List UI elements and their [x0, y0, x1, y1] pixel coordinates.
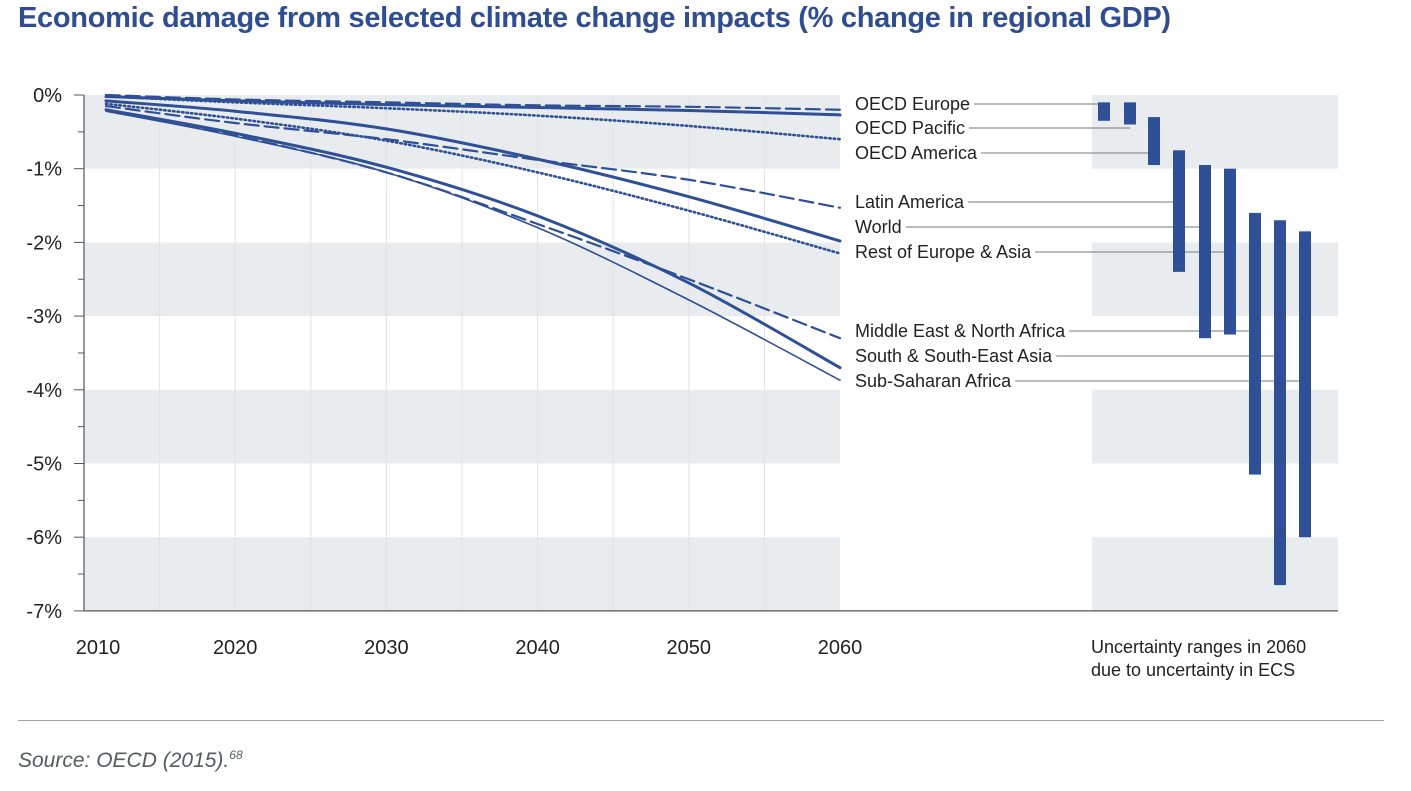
legend-label-rest-of-europe-asia: Rest of Europe & Asia [855, 242, 1032, 262]
series-lines [104, 93, 842, 382]
series-line-sub-saharan-africa [105, 110, 841, 382]
climate-damage-chart: 0% -1% -2% -3% -4% -5% -6% -7% 2010 2020 2030 2040… [26, 85, 1338, 680]
x-tick-label: 2060 [818, 637, 863, 659]
source-note: Source: OECD (2015).68 [18, 748, 243, 773]
range-bar-latin-america [1173, 150, 1185, 272]
legend-label-world: World [855, 217, 902, 237]
uncertainty-caption-line-2: due to uncertainty in ECS [1091, 660, 1295, 680]
legend-labels: OECD Europe OECD Pacific OECD America Latin… [855, 94, 1066, 391]
y-tick-label: 0% [33, 85, 62, 107]
range-bar-south-south-east-asia [1274, 220, 1286, 586]
background-bands [84, 95, 1338, 611]
range-bar-oecd-america [1148, 117, 1160, 166]
footer-divider [18, 720, 1384, 721]
x-tick-label: 2020 [213, 637, 258, 659]
y-tick-label: -2% [26, 232, 62, 254]
series-line-oecd-pacific [104, 94, 842, 117]
legend-label-oecd-pacific: OECD Pacific [855, 118, 965, 138]
legend-label-south-south-east-asia: South & South-East Asia [855, 346, 1053, 366]
series-line-rest-of-europe-asia [104, 102, 842, 255]
range-bar-sub-saharan-africa [1299, 231, 1311, 538]
legend-label-middle-east-north-africa: Middle East & North Africa [855, 321, 1066, 341]
range-bar-middle-east-north-africa [1249, 212, 1261, 475]
vertical-gridlines [159, 95, 765, 611]
legend-label-oecd-america: OECD America [855, 143, 978, 163]
range-bar-world [1199, 165, 1211, 339]
series-line-south-south-east-asia [104, 108, 842, 370]
x-tick-label: 2010 [76, 637, 121, 659]
y-tick-label: -6% [26, 527, 62, 549]
source-footnote-number: 68 [229, 748, 243, 762]
range-band-6 [1092, 537, 1338, 611]
range-band-2 [1092, 242, 1338, 317]
legend-leader-lines [905, 103, 1305, 382]
x-tick-labels: 2010 2020 2030 2040 2050 2060 [76, 637, 863, 659]
x-tick-label: 2040 [515, 637, 560, 659]
range-bar-oecd-europe [1098, 102, 1110, 121]
y-tick-label: -3% [26, 306, 62, 328]
x-tick-label: 2050 [667, 637, 712, 659]
uncertainty-caption-line-1: Uncertainty ranges in 2060 [1091, 637, 1306, 657]
legend-label-latin-america: Latin America [855, 192, 965, 212]
series-line-latin-america [104, 104, 842, 209]
y-tick-labels: 0% -1% -2% -3% -4% -5% -6% -7% [26, 85, 62, 623]
x-tick-label: 2030 [364, 637, 409, 659]
y-tick-label: -7% [26, 601, 62, 623]
range-band-4 [1092, 389, 1338, 464]
source-text: Source: OECD (2015). [18, 749, 230, 772]
uncertainty-range-bars [1098, 102, 1311, 586]
series-line-oecd-america [104, 95, 842, 141]
axes [74, 94, 1338, 612]
series-line-world [104, 99, 842, 243]
legend-label-sub-saharan-africa: Sub-Saharan Africa [855, 371, 1012, 391]
y-tick-label: -1% [26, 159, 62, 181]
range-bar-oecd-pacific [1124, 102, 1136, 125]
range-bar-rest-of-europe-asia [1224, 168, 1236, 335]
y-tick-label: -4% [26, 380, 62, 402]
chart-title: Economic damage from selected climate ch… [18, 2, 1171, 34]
legend-label-oecd-europe: OECD Europe [855, 94, 970, 114]
y-tick-label: -5% [26, 454, 62, 476]
